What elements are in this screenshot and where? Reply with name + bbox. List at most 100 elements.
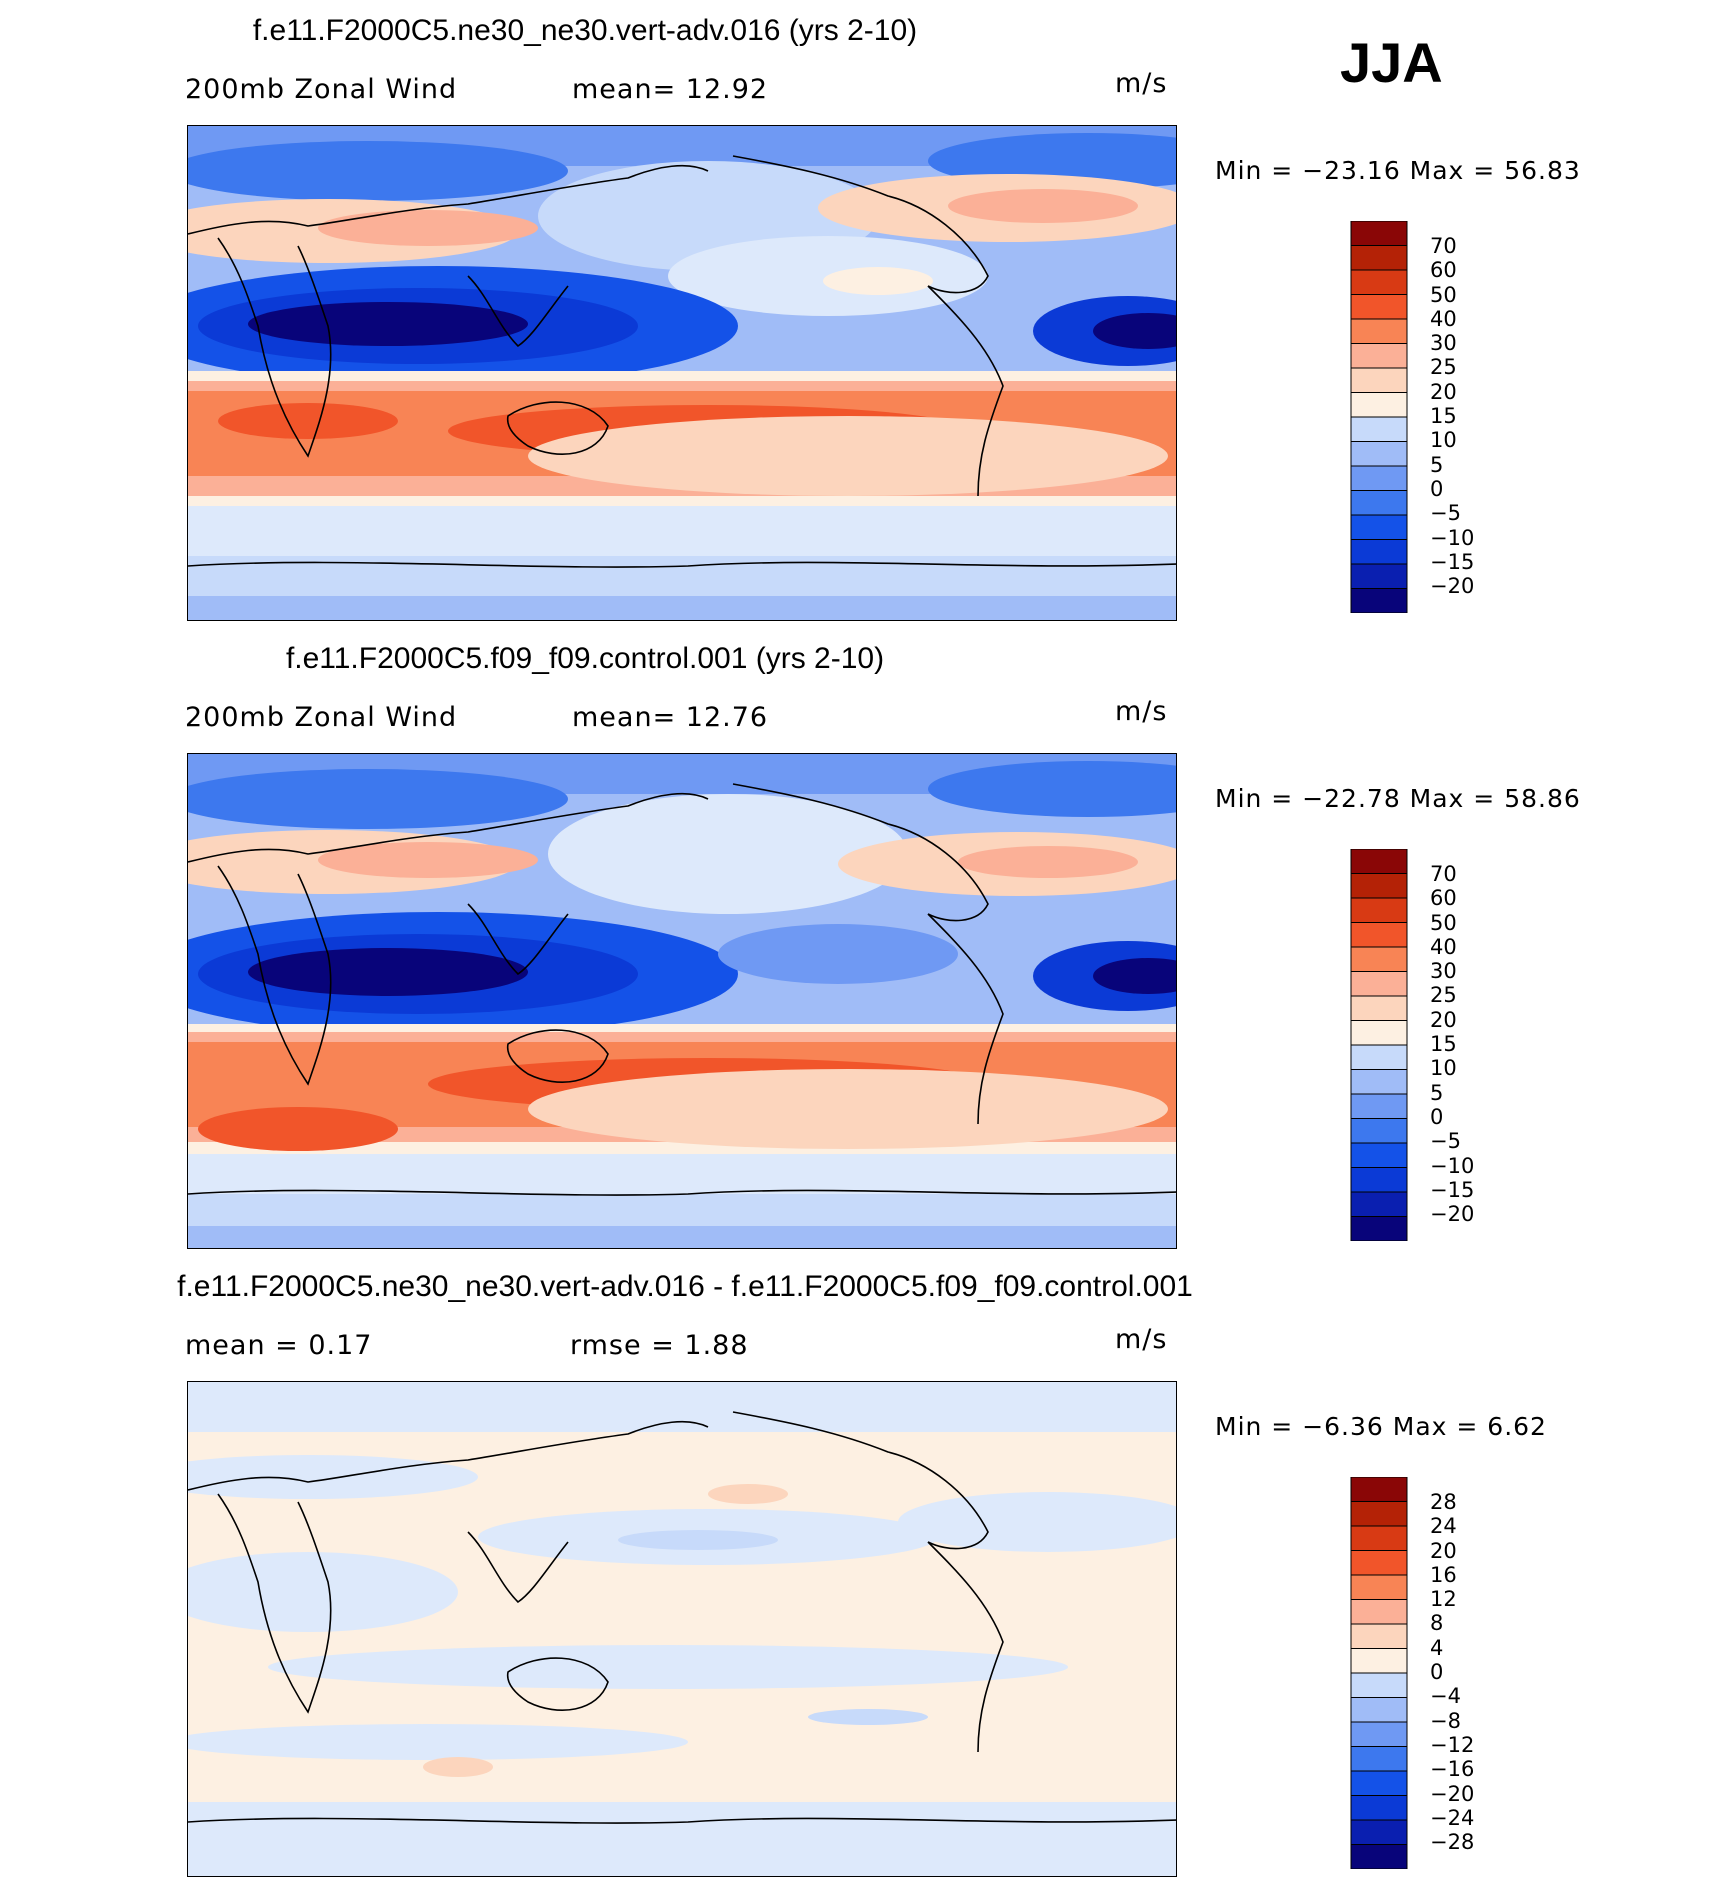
colorbar-label: 70 [1430, 234, 1457, 258]
colorbar-box [1350, 1648, 1408, 1674]
colorbar-box [1350, 294, 1408, 320]
panel-1-contour-field [188, 126, 1176, 620]
colorbar-box [1350, 1746, 1408, 1772]
colorbar-label: −15 [1430, 549, 1475, 574]
colorbar-label: 30 [1430, 331, 1457, 356]
colorbar-label: 70 [1430, 862, 1457, 886]
panel-3-colorbar [1350, 1476, 1410, 1874]
colorbar-label: 0 [1430, 1104, 1444, 1129]
colorbar-box [1350, 1770, 1408, 1796]
colorbar-box [1350, 367, 1408, 393]
colorbar-label: 10 [1430, 428, 1457, 453]
season-label: JJA [1340, 31, 1443, 94]
panel-3-colorbar-labels: 28 24 20 16 12 8 4 0 −4 −8 −12 −16 −20 −… [1430, 1490, 1474, 1854]
colorbar-label: 25 [1430, 355, 1457, 380]
colorbar-label: 30 [1430, 959, 1457, 984]
panel-1-colorbar [1350, 220, 1410, 618]
colorbar-label: −10 [1430, 1153, 1475, 1178]
colorbar-label: 8 [1430, 1611, 1444, 1636]
panel-2-title: f.e11.F2000C5.f09_f09.control.001 (yrs 2… [285, 642, 885, 675]
colorbar-label: 60 [1430, 886, 1457, 911]
colorbar-label: −24 [1430, 1805, 1475, 1830]
panel-2-variable-label: 200mb Zonal Wind [185, 702, 458, 733]
colorbar-label: 20 [1430, 1538, 1457, 1563]
panel-1-map [187, 125, 1177, 621]
colorbar-box [1350, 971, 1408, 997]
colorbar-box [1350, 922, 1408, 948]
colorbar-label: 50 [1430, 910, 1457, 935]
colorbar-box [1350, 588, 1408, 614]
colorbar-box [1350, 946, 1408, 972]
colorbar-box [1350, 995, 1408, 1021]
colorbar-box [1350, 441, 1408, 467]
colorbar-box [1350, 1216, 1408, 1242]
colorbar-label: −12 [1430, 1732, 1475, 1757]
colorbar-label: −15 [1430, 1177, 1475, 1202]
colorbar-label: 0 [1430, 1660, 1444, 1685]
colorbar-label: 16 [1430, 1562, 1457, 1587]
panel-3-units: m/s [1115, 1324, 1168, 1355]
colorbar-label: 0 [1430, 476, 1444, 501]
colorbar-box [1350, 1093, 1408, 1119]
colorbar-label: 50 [1430, 282, 1457, 307]
colorbar-label: 4 [1430, 1635, 1444, 1660]
colorbar-box [1350, 1020, 1408, 1046]
panel-3-minmax: Min = −6.36 Max = 6.62 [1215, 1412, 1547, 1441]
panel-1-colorbar-labels: 70 60 50 40 30 25 20 15 10 5 0 −5 −10 −1… [1430, 234, 1474, 598]
colorbar-box [1350, 897, 1408, 923]
panel-2-units: m/s [1115, 696, 1168, 727]
colorbar-label: 5 [1430, 452, 1444, 477]
colorbar-box [1350, 1476, 1408, 1502]
panel-2-minmax: Min = −22.78 Max = 58.86 [1215, 784, 1581, 813]
colorbar-box [1350, 392, 1408, 418]
colorbar-box [1350, 1550, 1408, 1576]
panel-2-colorbar-boxes [1350, 848, 1408, 1242]
colorbar-label: −20 [1430, 574, 1475, 599]
panel-2-contour-field [188, 754, 1176, 1248]
colorbar-box [1350, 1191, 1408, 1217]
panel-1-minmax: Min = −23.16 Max = 56.83 [1215, 156, 1581, 185]
colorbar-box [1350, 465, 1408, 491]
colorbar-box [1350, 1599, 1408, 1625]
colorbar-box [1350, 1574, 1408, 1600]
colorbar-label: −4 [1430, 1684, 1461, 1709]
colorbar-box [1350, 539, 1408, 565]
colorbar-label: −8 [1430, 1708, 1461, 1733]
panel-1-units: m/s [1115, 68, 1168, 99]
colorbar-box [1350, 1525, 1408, 1551]
panel-2-colorbar [1350, 848, 1410, 1246]
colorbar-label: −20 [1430, 1202, 1475, 1227]
colorbar-box [1350, 514, 1408, 540]
colorbar-box [1350, 1623, 1408, 1649]
panel-3-map [187, 1381, 1177, 1877]
panel-2-map [187, 753, 1177, 1249]
colorbar-box [1350, 416, 1408, 442]
colorbar-label: −16 [1430, 1757, 1475, 1782]
colorbar-label: 24 [1430, 1514, 1457, 1539]
colorbar-label: −10 [1430, 525, 1475, 550]
panel-3-contour-field [188, 1382, 1176, 1876]
colorbar-label: 10 [1430, 1056, 1457, 1081]
colorbar-box [1350, 343, 1408, 369]
colorbar-label: 28 [1430, 1490, 1457, 1514]
colorbar-box [1350, 1697, 1408, 1723]
colorbar-label: −5 [1430, 501, 1461, 526]
colorbar-box [1350, 1142, 1408, 1168]
colorbar-box [1350, 318, 1408, 344]
panel-3-rmse-label: rmse = 1.88 [570, 1330, 749, 1361]
colorbar-box [1350, 1167, 1408, 1193]
panel-2-mean-label: mean= 12.76 [572, 702, 769, 733]
colorbar-box [1350, 563, 1408, 589]
colorbar-box [1350, 490, 1408, 516]
panel-1-variable-label: 200mb Zonal Wind [185, 74, 458, 105]
colorbar-box [1350, 1118, 1408, 1144]
panel-3-mean-label: mean = 0.17 [185, 1330, 373, 1361]
colorbar-label: −5 [1430, 1129, 1461, 1154]
colorbar-box [1350, 220, 1408, 246]
panel-3-title: f.e11.F2000C5.ne30_ne30.vert-adv.016 - f… [177, 1270, 1193, 1303]
colorbar-box [1350, 1795, 1408, 1821]
colorbar-box [1350, 1044, 1408, 1070]
colorbar-label: 20 [1430, 379, 1457, 404]
colorbar-box [1350, 245, 1408, 271]
colorbar-box [1350, 269, 1408, 295]
